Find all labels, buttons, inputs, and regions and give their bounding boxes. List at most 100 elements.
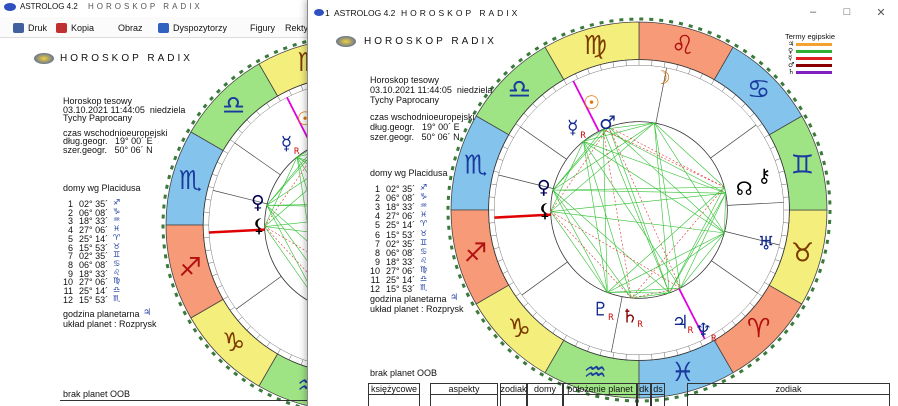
planetary-hour: godzina planetarna <box>370 295 447 304</box>
minimize-button[interactable]: – <box>806 6 820 18</box>
table-cell <box>368 395 420 406</box>
info-line: dług.geogr. 19° 00´ E <box>370 123 460 132</box>
table-cell <box>430 395 498 406</box>
sign-glyph: ♐ <box>464 238 488 268</box>
screen: ♈♉♊♋♌♍♎♏♐♑♒♓☽☉☿R♂♀⚸☊⚷♅♄R♃R♆R♇R ASTROLOG … <box>0 0 898 406</box>
table-header: księżycowe <box>368 385 420 394</box>
toolbar-button[interactable]: Dyspozytorzy <box>173 24 227 33</box>
house-sign: ♈ <box>420 220 427 228</box>
logo <box>34 53 54 64</box>
table-header: domy <box>527 385 563 394</box>
table-cell <box>651 395 665 406</box>
table-cell <box>637 395 651 406</box>
planet-glyph: ☿ <box>567 118 579 139</box>
sign-glyph: ♏ <box>464 151 488 181</box>
info-line: szer.geogr. 50° 06´ N <box>370 133 460 142</box>
info-line: Horoskop tesowy <box>370 76 439 85</box>
table-cell <box>527 395 563 406</box>
table-cell <box>687 395 890 406</box>
house-sign: ♉ <box>420 230 427 238</box>
planet-glyph: ♇ <box>592 300 609 321</box>
house-sign: ♏ <box>420 284 427 292</box>
house-sign: ♎ <box>113 286 120 294</box>
house-sign: ♒ <box>420 202 427 210</box>
sign-glyph: ♊ <box>791 151 815 181</box>
terms-line <box>796 50 832 53</box>
retrograde-mark: R <box>688 325 694 335</box>
info-line: szer.geogr. 50° 06´ N <box>63 146 153 155</box>
house-sign: ♈ <box>113 234 120 242</box>
planet-glyph: ⚸ <box>252 216 266 237</box>
planet-glyph: ⚷ <box>757 166 771 187</box>
window-title: ASTROLOG 4.2 <box>20 3 78 11</box>
oob-note: brak planet OOB <box>370 369 437 378</box>
planetary-hour: godzina planetarna <box>63 310 140 319</box>
sign-glyph: ♎ <box>222 91 245 121</box>
terms-line <box>796 57 832 60</box>
sign-glyph: ♈ <box>747 314 771 344</box>
maximize-button[interactable]: □ <box>840 6 854 18</box>
planet-glyph: ♃ <box>672 313 689 334</box>
toolbar-icon <box>158 23 169 33</box>
table-header: zodiak <box>500 385 527 394</box>
house-sign: ♋ <box>113 260 120 268</box>
window-caption: HOROSKOP RADIX <box>401 9 520 18</box>
retrograde-mark: R <box>637 319 643 329</box>
sign-glyph: ♌ <box>671 31 695 61</box>
toolbar-icon <box>56 23 67 33</box>
house-sign: ♊ <box>420 239 427 247</box>
house-sign: ♍ <box>420 266 427 274</box>
retrograde-mark: R <box>580 130 586 140</box>
toolbar-button[interactable]: Kopia <box>71 24 94 33</box>
planet-glyph: ☿ <box>281 134 292 155</box>
planet-glyph: ☊ <box>736 179 753 200</box>
oob-note: brak planet OOB <box>63 390 130 399</box>
table-header: aspekty <box>430 385 498 394</box>
house-sign: ♓ <box>113 225 120 233</box>
table-header: zodiak <box>687 385 890 394</box>
house-sign: ♐ <box>420 184 427 192</box>
planet-glyph: ♆ <box>695 321 712 342</box>
close-button[interactable]: ✕ <box>874 6 888 18</box>
house-sign: ♓ <box>420 211 427 219</box>
planet-glyph: ☉ <box>583 93 600 114</box>
toolbar-button[interactable]: Figury <box>250 24 275 33</box>
toolbar-button[interactable]: Obraz <box>118 24 143 33</box>
house-system: domy wg Placidusa <box>63 184 141 193</box>
app-icon <box>4 3 16 11</box>
terms-line <box>796 43 832 46</box>
house-sign: ♌ <box>420 257 427 265</box>
toolbar-button[interactable]: Druk <box>28 24 47 33</box>
planet-glyph: ♂ <box>599 113 616 134</box>
toolbar-icon <box>13 23 24 33</box>
house-sign: ♏ <box>113 295 120 303</box>
house-system: domy wg Placidusa <box>370 169 448 178</box>
sign-glyph: ♎ <box>508 75 532 105</box>
info-line: czas wschodnioeuropejski <box>370 113 475 122</box>
heading: HOROSKOP RADIX <box>364 37 497 47</box>
sign-glyph: ♏ <box>179 166 202 196</box>
info-line: 03.10.2021 11:44:05 niedziela <box>370 86 492 95</box>
house-sign: ♑ <box>420 193 427 201</box>
retrograde-mark: R <box>608 312 614 322</box>
logo <box>336 36 356 47</box>
planetary-hour-sign: ♃ <box>143 309 151 318</box>
window-caption: HOROSKOP RADIX <box>88 3 203 11</box>
planet-glyph: ♀ <box>251 193 265 214</box>
heading: HOROSKOP RADIX <box>60 54 193 64</box>
house-position: 15° 53´ <box>386 285 415 294</box>
house-sign: ♋ <box>420 248 427 256</box>
sign-glyph: ♋ <box>747 75 771 105</box>
planet-glyph: ♄ <box>621 306 638 327</box>
info-line: Tychy Paprocany <box>63 114 132 123</box>
house-sign: ♎ <box>420 275 427 283</box>
terms-line <box>796 71 832 74</box>
app-icon <box>314 9 324 16</box>
planet-glyph: ⚸ <box>538 201 552 222</box>
table-header: ds <box>651 385 665 394</box>
planet-glyph: ♅ <box>758 234 775 255</box>
sign-glyph: ♍ <box>583 31 607 61</box>
planet-pattern: układ planet : Rozprysk <box>370 305 464 314</box>
house-position: 15° 53´ <box>79 296 108 305</box>
planet-glyph: ☽ <box>654 68 671 89</box>
